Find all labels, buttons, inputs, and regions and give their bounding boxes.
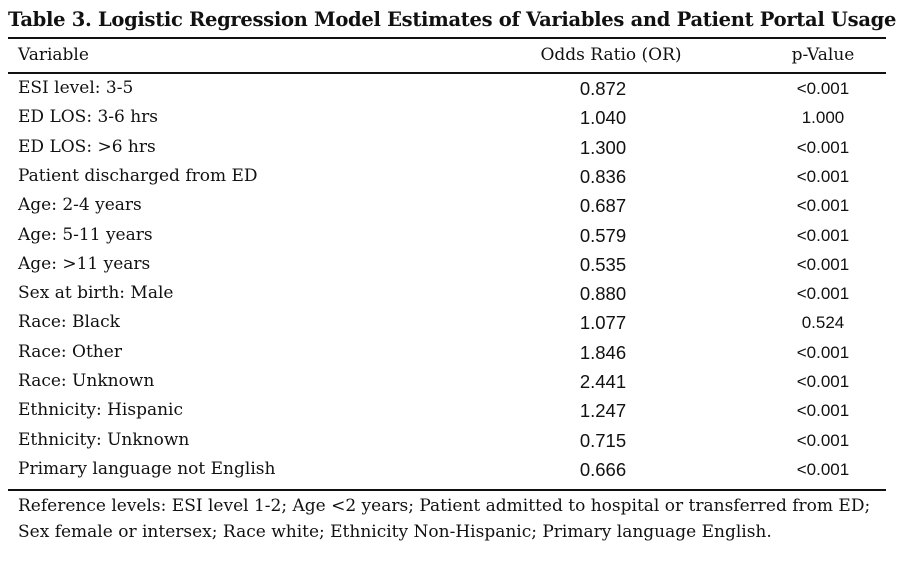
cell-p-value: <0.001 [796, 196, 850, 216]
table-row: ESI level: 3-5 0.872 <0.001 [8, 74, 886, 103]
cell-variable: ESI level: 3-5 [18, 78, 134, 98]
cell-odds-ratio: 1.040 [579, 107, 627, 129]
cell-p-value: <0.001 [796, 342, 850, 362]
table-row: Sex at birth: Male 0.880 <0.001 [8, 279, 886, 308]
cell-variable: Ethnicity: Unknown [18, 429, 190, 450]
cell-p-value: <0.001 [796, 137, 850, 157]
cell-variable: Age: 2-4 years [18, 195, 142, 216]
table-row: Age: >11 years 0.535 <0.001 [8, 250, 886, 279]
cell-variable: Age: 5-11 years [18, 224, 153, 245]
table-row: Race: Unknown 2.441 <0.001 [8, 367, 886, 396]
cell-variable: Primary language not English [18, 458, 276, 479]
cell-p-value: <0.001 [796, 430, 850, 450]
table-row: ED LOS: >6 hrs 1.300 <0.001 [8, 133, 886, 162]
bottom-rule [8, 489, 886, 491]
cell-odds-ratio: 0.579 [579, 224, 627, 246]
cell-p-value: 1.000 [801, 108, 845, 128]
cell-odds-ratio: 1.300 [579, 136, 627, 158]
cell-variable: Race: Unknown [18, 371, 155, 391]
cell-variable: Patient discharged from ED [18, 165, 258, 186]
cell-p-value: 0.524 [801, 313, 845, 333]
table-row: Ethnicity: Unknown 0.715 <0.001 [8, 426, 886, 455]
table-row: Race: Other 1.846 <0.001 [8, 338, 886, 367]
cell-variable: ED LOS: >6 hrs [18, 136, 156, 157]
cell-variable: Race: Black [18, 312, 120, 333]
cell-odds-ratio: 1.077 [579, 312, 627, 334]
cell-p-value: <0.001 [796, 79, 850, 98]
cell-p-value: <0.001 [796, 459, 850, 479]
cell-odds-ratio: 2.441 [579, 371, 627, 392]
table-row: ED LOS: 3-6 hrs 1.040 1.000 [8, 103, 886, 132]
cell-odds-ratio: 0.872 [579, 78, 627, 99]
table-row: Patient discharged from ED 0.836 <0.001 [8, 162, 886, 191]
header-p-value: p-Value [791, 45, 855, 65]
table-title: Table 3. Logistic Regression Model Estim… [8, 8, 897, 31]
table-row: Age: 5-11 years 0.579 <0.001 [8, 221, 886, 250]
cell-p-value: <0.001 [796, 284, 850, 304]
header-variable: Variable [18, 45, 89, 65]
cell-variable: Sex at birth: Male [18, 283, 174, 304]
table-row: Ethnicity: Hispanic 1.247 <0.001 [8, 396, 886, 425]
cell-odds-ratio: 0.687 [579, 195, 627, 217]
cell-variable: Ethnicity: Hispanic [18, 400, 184, 421]
cell-odds-ratio: 0.836 [579, 165, 627, 187]
cell-odds-ratio: 0.880 [579, 283, 627, 305]
cell-variable: Age: >11 years [18, 253, 151, 274]
cell-odds-ratio: 1.846 [579, 341, 627, 363]
header-odds-ratio: Odds Ratio (OR) [540, 45, 682, 65]
cell-p-value: <0.001 [796, 225, 850, 245]
table-row: Age: 2-4 years 0.687 <0.001 [8, 191, 886, 220]
table-row: Race: Black 1.077 0.524 [8, 308, 886, 337]
table-row: Primary language not English 0.666 <0.001 [8, 455, 886, 484]
top-rule [8, 37, 886, 39]
cell-p-value: <0.001 [796, 254, 850, 274]
table-footnote: Reference levels: ESI level 1-2; Age <2 … [18, 496, 871, 542]
cell-p-value: <0.001 [796, 401, 850, 421]
cell-odds-ratio: 0.666 [579, 458, 627, 480]
cell-odds-ratio: 1.247 [579, 400, 627, 422]
cell-variable: Race: Other [18, 341, 122, 362]
cell-odds-ratio: 0.715 [579, 429, 627, 451]
cell-p-value: <0.001 [796, 166, 850, 186]
cell-variable: ED LOS: 3-6 hrs [18, 107, 159, 128]
cell-p-value: <0.001 [796, 372, 850, 391]
cell-odds-ratio: 0.535 [579, 253, 627, 275]
header-rule [8, 72, 886, 74]
